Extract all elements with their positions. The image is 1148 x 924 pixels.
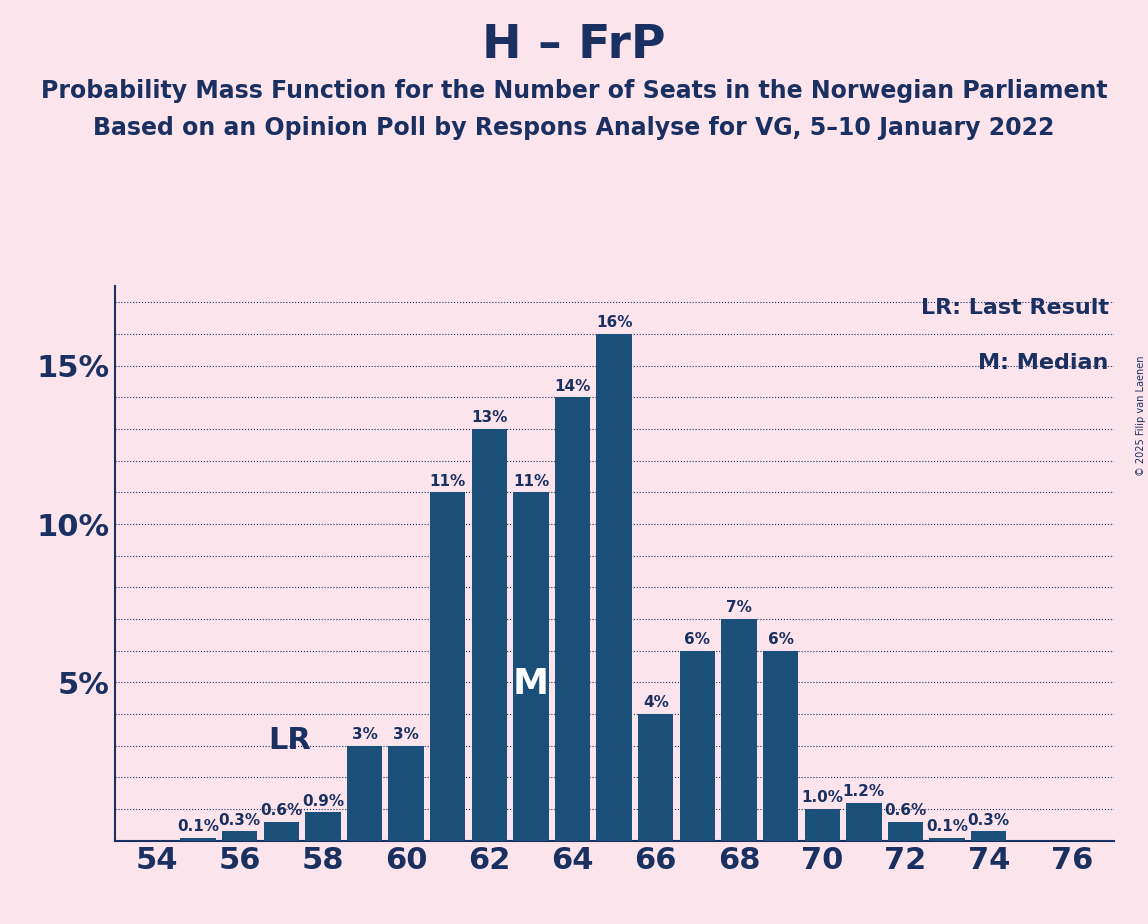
Text: 0.1%: 0.1% (926, 819, 968, 833)
Bar (347, 746, 382, 841)
Text: © 2025 Filip van Laenen: © 2025 Filip van Laenen (1135, 356, 1146, 476)
Bar (264, 821, 298, 841)
Bar (180, 838, 216, 841)
Text: 1.2%: 1.2% (843, 784, 885, 799)
Text: 4%: 4% (643, 696, 669, 711)
Bar (887, 821, 923, 841)
Text: 16%: 16% (596, 315, 633, 330)
Bar (721, 619, 757, 841)
Bar (930, 838, 964, 841)
Bar (222, 832, 257, 841)
Text: LR: LR (269, 726, 311, 755)
Bar (805, 809, 840, 841)
Bar (513, 492, 549, 841)
Text: 0.6%: 0.6% (261, 803, 302, 818)
Text: 0.9%: 0.9% (302, 794, 344, 808)
Bar (638, 714, 674, 841)
Text: M: M (513, 667, 549, 701)
Bar (971, 832, 1007, 841)
Text: 3%: 3% (393, 727, 419, 742)
Text: Probability Mass Function for the Number of Seats in the Norwegian Parliament: Probability Mass Function for the Number… (40, 79, 1108, 103)
Bar (763, 650, 798, 841)
Text: 11%: 11% (513, 474, 549, 489)
Bar (597, 334, 631, 841)
Text: 6%: 6% (768, 632, 793, 647)
Text: 6%: 6% (684, 632, 711, 647)
Text: 0.3%: 0.3% (218, 812, 261, 828)
Text: 14%: 14% (554, 379, 591, 394)
Bar (305, 812, 341, 841)
Text: Based on an Opinion Poll by Respons Analyse for VG, 5–10 January 2022: Based on an Opinion Poll by Respons Anal… (93, 116, 1055, 140)
Text: H – FrP: H – FrP (482, 23, 666, 68)
Bar (846, 803, 882, 841)
Bar (388, 746, 424, 841)
Bar (472, 429, 507, 841)
Text: 7%: 7% (726, 601, 752, 615)
Text: 0.6%: 0.6% (884, 803, 926, 818)
Text: 13%: 13% (471, 410, 507, 425)
Bar (430, 492, 465, 841)
Text: 0.1%: 0.1% (177, 819, 219, 833)
Text: 0.3%: 0.3% (968, 812, 1010, 828)
Text: 3%: 3% (351, 727, 378, 742)
Text: 1.0%: 1.0% (801, 790, 844, 806)
Bar (680, 650, 715, 841)
Bar (554, 397, 590, 841)
Text: 11%: 11% (429, 474, 466, 489)
Text: LR: Last Result: LR: Last Result (921, 298, 1109, 318)
Text: M: Median: M: Median (978, 353, 1109, 373)
